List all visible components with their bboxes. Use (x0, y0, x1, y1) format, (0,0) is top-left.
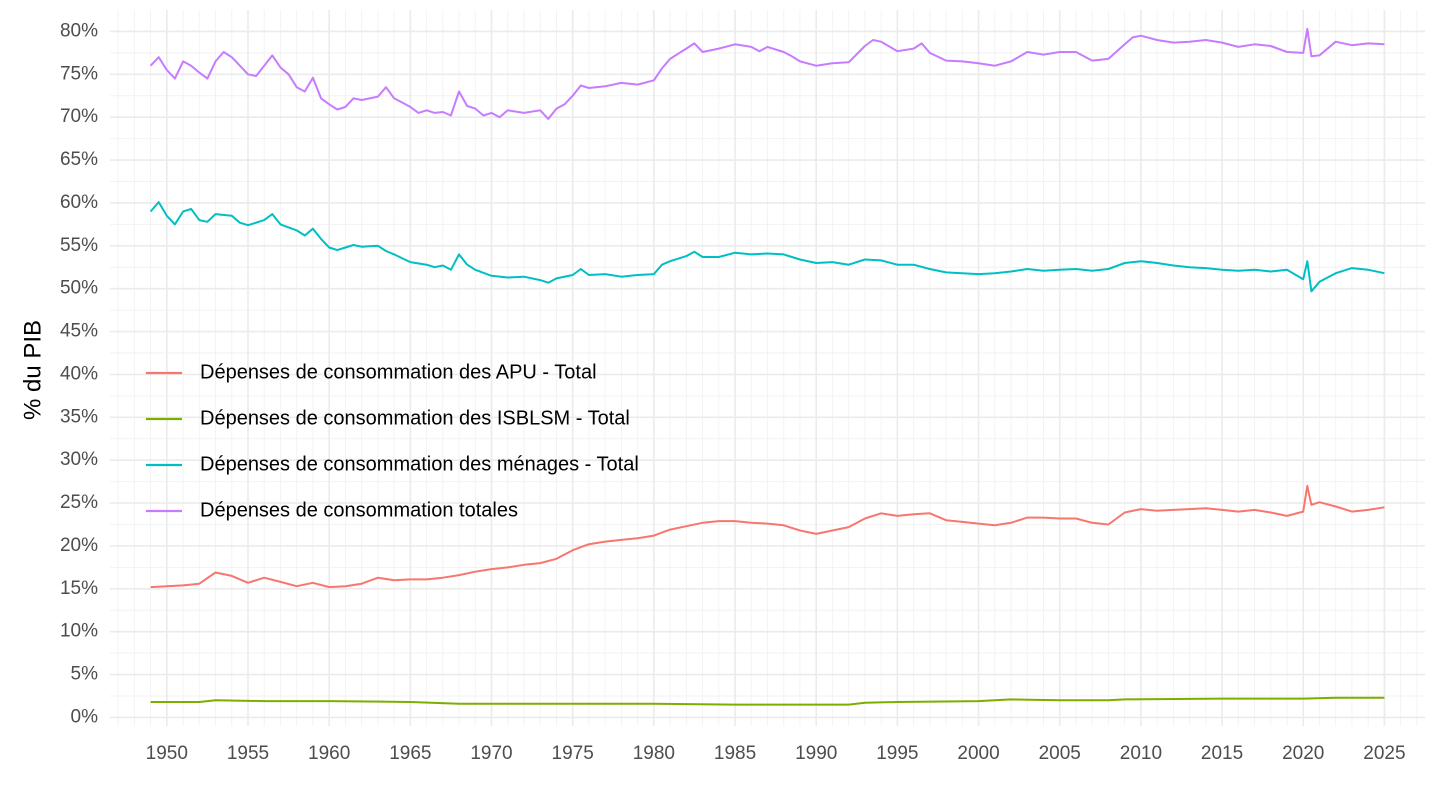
legend-item: Dépenses de consommation des ISBLSM - To… (146, 407, 630, 429)
x-tick-label: 1980 (633, 743, 675, 764)
legend-item: Dépenses de consommation des APU - Total (146, 361, 597, 383)
legend-label: Dépenses de consommation totales (200, 499, 518, 521)
y-tick-label: 20% (60, 535, 98, 556)
y-tick-label: 45% (60, 321, 98, 342)
y-axis-title: % du PIB (19, 320, 46, 420)
x-tick-label: 1990 (795, 743, 837, 764)
x-tick-label: 1995 (876, 743, 918, 764)
x-tick-label: 2020 (1282, 743, 1324, 764)
series-line (149, 27, 1385, 120)
y-tick-label: 0% (71, 706, 99, 727)
x-tick-label: 2025 (1363, 743, 1405, 764)
y-tick-label: 60% (60, 192, 98, 213)
legend-label: Dépenses de consommation des ménages - T… (200, 453, 639, 475)
x-tick-label: 1950 (146, 743, 188, 764)
y-axis: 0% 5% 10% 15% 20% 25% 30% 35% 40% 45% 50% 55% 60% 65%… (60, 20, 98, 727)
x-tick-label: 1985 (714, 743, 756, 764)
series-line (150, 484, 1385, 589)
series-lines (149, 27, 1385, 706)
y-tick-label: 10% (60, 621, 98, 642)
x-tick-label: 2015 (1201, 743, 1243, 764)
legend-label: Dépenses de consommation des APU - Total (200, 361, 597, 383)
x-tick-label: 1965 (389, 743, 431, 764)
y-tick-label: 75% (60, 63, 98, 84)
y-tick-label: 50% (60, 278, 98, 299)
x-tick-label: 1970 (470, 743, 512, 764)
legend-label: Dépenses de consommation des ISBLSM - To… (200, 407, 630, 429)
major-gridlines (110, 10, 1425, 726)
y-tick-label: 65% (60, 149, 98, 170)
y-tick-label: 35% (60, 406, 98, 427)
x-tick-label: 2000 (957, 743, 999, 764)
y-tick-label: 15% (60, 578, 98, 599)
x-tick-label: 1955 (227, 743, 269, 764)
y-tick-label: 25% (60, 492, 98, 513)
legend-item: Dépenses de consommation des ménages - T… (146, 453, 639, 475)
y-tick-label: 70% (60, 106, 98, 127)
legend: Dépenses de consommation des APU - Total… (146, 361, 639, 521)
x-tick-label: 1960 (308, 743, 350, 764)
series-line (149, 201, 1385, 293)
x-tick-label: 2005 (1039, 743, 1081, 764)
y-tick-label: 80% (60, 20, 98, 41)
x-tick-label: 2010 (1120, 743, 1162, 764)
series-line (150, 696, 1385, 706)
y-tick-label: 55% (60, 235, 98, 256)
y-tick-label: 30% (60, 449, 98, 470)
y-tick-label: 5% (71, 664, 99, 685)
legend-item: Dépenses de consommation totales (146, 499, 518, 521)
y-tick-label: 40% (60, 363, 98, 384)
x-axis: 1950 1955 1960 1965 1970 1975 1980 1985 1990 1995… (146, 743, 1406, 764)
x-tick-label: 1975 (552, 743, 594, 764)
